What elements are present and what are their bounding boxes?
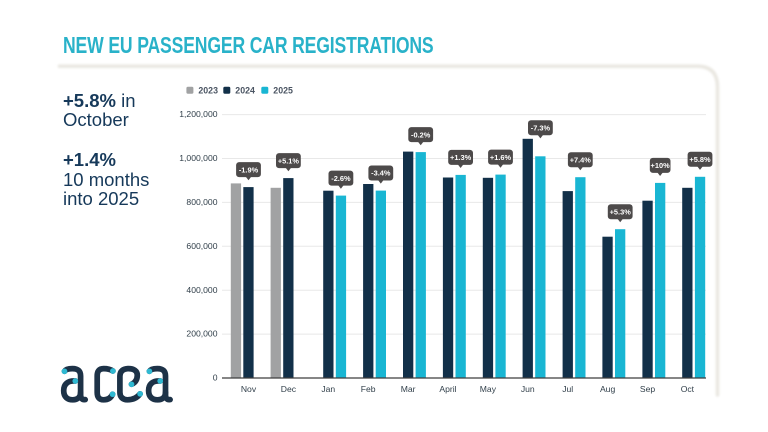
svg-text:Sep: Sep bbox=[640, 384, 656, 394]
svg-text:May: May bbox=[480, 384, 497, 394]
svg-text:+5.8%: +5.8% bbox=[689, 155, 711, 164]
svg-text:0: 0 bbox=[213, 373, 218, 383]
svg-text:-2.6%: -2.6% bbox=[331, 174, 351, 183]
svg-text:2024: 2024 bbox=[235, 86, 255, 96]
svg-text:Jul: Jul bbox=[562, 384, 573, 394]
svg-text:200,000: 200,000 bbox=[186, 329, 217, 339]
svg-text:April: April bbox=[439, 384, 456, 394]
svg-text:800,000: 800,000 bbox=[186, 197, 217, 207]
svg-text:+5.1%: +5.1% bbox=[278, 156, 300, 165]
svg-text:2025: 2025 bbox=[273, 86, 293, 96]
svg-text:Feb: Feb bbox=[361, 384, 376, 394]
svg-text:Dec: Dec bbox=[281, 384, 297, 394]
svg-text:Mar: Mar bbox=[401, 384, 416, 394]
svg-text:2023: 2023 bbox=[198, 86, 218, 96]
svg-text:+5.3%: +5.3% bbox=[610, 207, 632, 216]
svg-text:-1.9%: -1.9% bbox=[239, 165, 259, 174]
svg-text:Jun: Jun bbox=[521, 384, 535, 394]
svg-text:600,000: 600,000 bbox=[186, 241, 217, 251]
svg-text:Oct: Oct bbox=[681, 384, 695, 394]
svg-text:-3.4%: -3.4% bbox=[371, 169, 391, 178]
svg-text:1,200,000: 1,200,000 bbox=[179, 109, 217, 119]
svg-text:Aug: Aug bbox=[600, 384, 616, 394]
svg-text:+10%: +10% bbox=[651, 161, 671, 170]
svg-text:+7.4%: +7.4% bbox=[570, 155, 592, 164]
svg-text:-7.3%: -7.3% bbox=[531, 124, 551, 133]
svg-text:-0.2%: -0.2% bbox=[411, 130, 431, 139]
svg-text:Jan: Jan bbox=[321, 384, 335, 394]
svg-text:1,000,000: 1,000,000 bbox=[179, 153, 217, 163]
svg-text:+1.3%: +1.3% bbox=[450, 153, 472, 162]
svg-text:Nov: Nov bbox=[241, 384, 257, 394]
svg-text:400,000: 400,000 bbox=[186, 285, 217, 295]
svg-text:+1.6%: +1.6% bbox=[490, 153, 512, 162]
